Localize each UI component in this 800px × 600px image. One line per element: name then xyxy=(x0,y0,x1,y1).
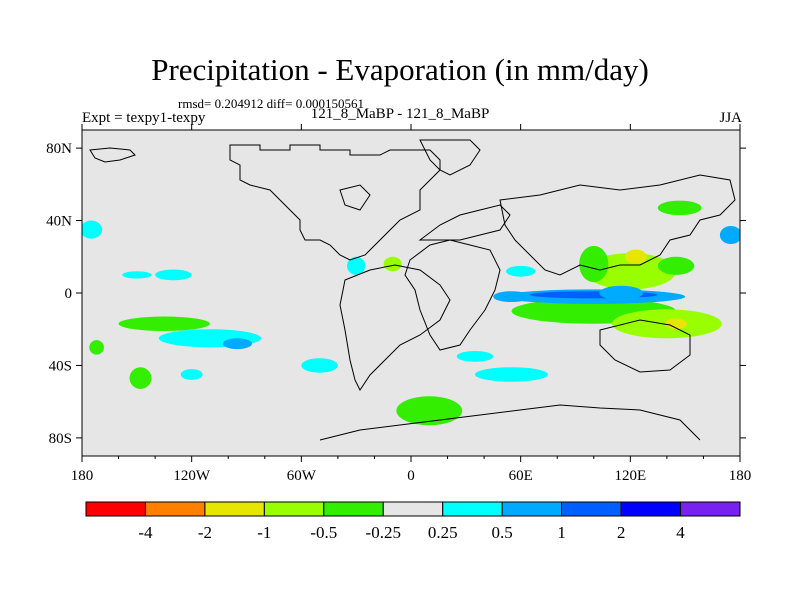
anomaly-region xyxy=(493,291,530,303)
x-tick-label: 120W xyxy=(173,468,211,484)
colorbar-swatch xyxy=(85,501,146,517)
x-tick-label: 60W xyxy=(287,468,317,484)
coastline-eurasia-africa xyxy=(404,239,501,351)
coastline-alaska xyxy=(89,147,136,163)
x-tick-label: 0 xyxy=(407,468,415,484)
coastline-asia xyxy=(499,174,736,276)
run-label: 121_8_MaBP - 121_8_MaBP xyxy=(310,106,490,122)
x-axis: 180 120W 60W 0 60E 120E 180 xyxy=(71,124,752,484)
anomaly-region xyxy=(657,200,702,216)
anomaly-region xyxy=(222,338,252,350)
coastline-australia xyxy=(599,319,691,373)
anomaly-layer xyxy=(82,200,740,426)
anomaly-region xyxy=(624,249,647,265)
colorbar-label: -0.5 xyxy=(310,523,337,542)
anomaly-region xyxy=(579,245,609,283)
anomaly-region xyxy=(155,269,192,281)
colorbar-label: 4 xyxy=(676,523,685,542)
colorbar-swatch xyxy=(382,501,444,517)
anomaly-region xyxy=(122,271,152,279)
coastline-greenland xyxy=(419,139,481,176)
colorbar-swatch xyxy=(144,501,206,517)
chart-title: Precipitation - Evaporation (in mm/day) xyxy=(151,52,649,87)
anomaly-region xyxy=(301,358,338,373)
x-tick-label: 180 xyxy=(729,468,752,484)
coastline-south-america xyxy=(339,264,451,391)
season-label: JJA xyxy=(719,110,742,126)
colorbar-label: -2 xyxy=(198,523,212,542)
anomaly-region xyxy=(474,367,549,382)
anomaly-region xyxy=(129,367,152,389)
colorbar-swatch xyxy=(680,501,741,517)
colorbar-swatch xyxy=(561,501,622,517)
x-tick-label: 60E xyxy=(509,468,533,484)
anomaly-region xyxy=(180,369,203,380)
colorbar-swatch xyxy=(442,501,503,517)
x-tick-label: 180 xyxy=(71,468,94,484)
colorbar-label: -1 xyxy=(257,523,271,542)
y-tick-label: 80N xyxy=(46,141,72,157)
y-tick-label: 80S xyxy=(49,431,72,447)
coastline-layer xyxy=(89,139,736,441)
colorbar-label: 2 xyxy=(617,523,626,542)
anomaly-region xyxy=(657,256,695,275)
colorbar: -4 -2 -1 -0.5 -0.25 0.25 0.5 1 2 4 xyxy=(85,501,741,542)
colorbar-label: -0.25 xyxy=(366,523,401,542)
anomaly-region xyxy=(665,318,687,330)
anomaly-region xyxy=(456,350,494,362)
colorbar-swatch xyxy=(323,501,384,517)
y-axis: 80N 40N 0 40S 80S xyxy=(46,141,746,447)
coastline-europe xyxy=(418,204,511,241)
stats-text: rmsd= 0.204912 diff= 0.000150561 xyxy=(178,96,364,111)
anomaly-region xyxy=(82,220,103,239)
anomaly-region xyxy=(383,256,402,272)
coastline-hudson xyxy=(339,184,371,211)
colorbar-swatch xyxy=(204,501,265,517)
colorbar-label: 0.5 xyxy=(492,523,513,542)
anomaly-region xyxy=(506,265,536,277)
colorbar-swatch xyxy=(501,501,563,517)
colorbar-label: 0.25 xyxy=(428,523,458,542)
coastline-north-america xyxy=(229,144,441,261)
experiment-label: Expt = texpy1-texpy xyxy=(82,110,206,126)
y-tick-label: 40S xyxy=(49,358,72,374)
colorbar-swatch xyxy=(263,501,325,517)
anomaly-region xyxy=(396,396,463,426)
anomaly-region xyxy=(599,285,644,301)
anomaly-region xyxy=(118,316,210,332)
x-tick-label: 120E xyxy=(614,468,646,484)
anomaly-region xyxy=(719,225,740,245)
anomaly-region xyxy=(89,340,104,355)
colorbar-swatch xyxy=(620,501,682,517)
y-tick-label: 0 xyxy=(65,286,73,302)
anomaly-region xyxy=(347,256,366,275)
colorbar-label: -4 xyxy=(138,523,153,542)
y-tick-label: 40N xyxy=(46,214,72,230)
colorbar-label: 1 xyxy=(557,523,566,542)
coastline-antarctica xyxy=(319,404,701,441)
